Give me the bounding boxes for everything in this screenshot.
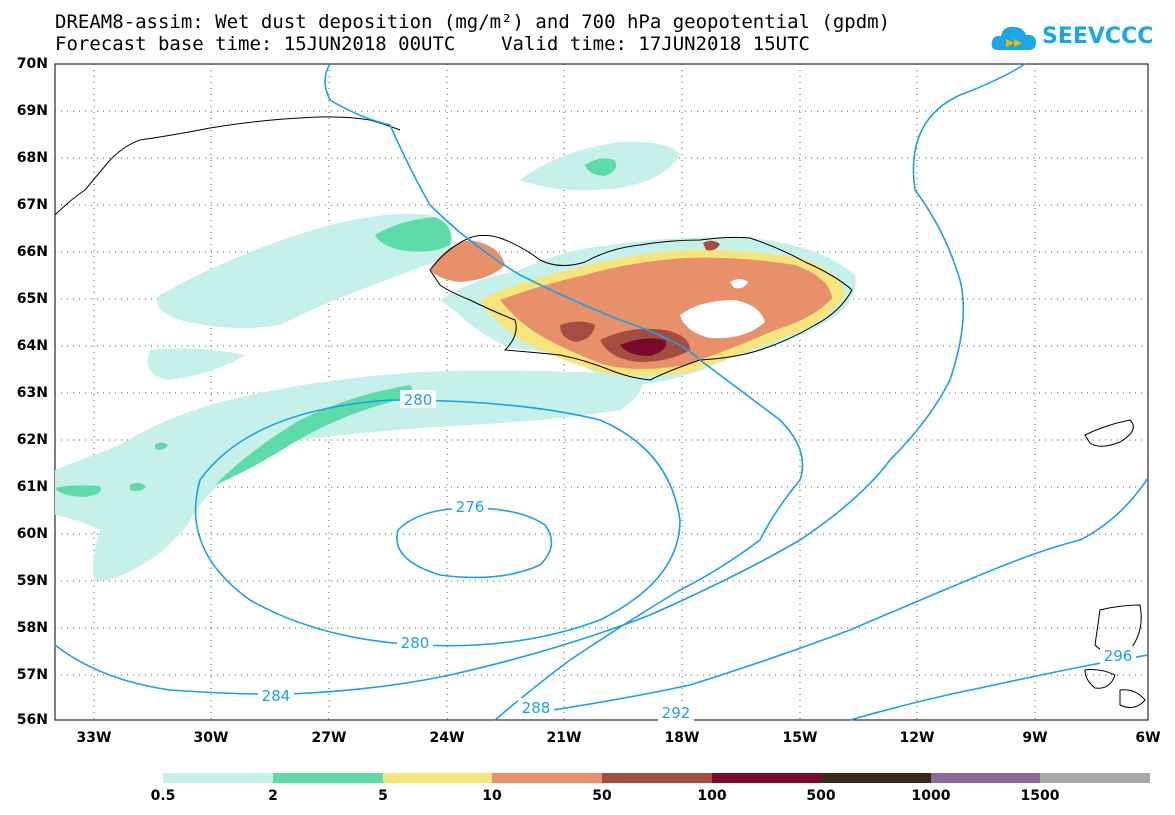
lat-label: 66N — [16, 244, 48, 260]
colorbar-swatch — [492, 773, 602, 783]
lon-label: 15W — [782, 730, 818, 746]
lat-label: 62N — [16, 432, 48, 448]
lon-label: 27W — [311, 730, 347, 746]
seevccc-logo: SEEVCCC — [990, 18, 1154, 58]
lat-label: 56N — [16, 712, 48, 728]
lon-label: 21W — [546, 730, 582, 746]
colorbar-label: 5 — [378, 788, 388, 804]
colorbar-swatch — [163, 773, 273, 783]
colorbar-label: 10 — [482, 788, 502, 804]
contour-label-284: 284 — [262, 687, 291, 705]
colorbar-swatch — [931, 773, 1040, 783]
contour-labels: 280 276 280 284 288 292 296 — [258, 390, 1136, 722]
lat-label: 59N — [16, 573, 48, 589]
lon-label: 24W — [429, 730, 465, 746]
lat-label: 58N — [16, 620, 48, 636]
logo-text: SEEVCCC — [1042, 24, 1154, 49]
colorbar-label: 50 — [592, 788, 612, 804]
colorbar-label: 2 — [268, 788, 278, 804]
cloud-arrow-icon — [991, 26, 1036, 50]
lat-label: 63N — [16, 385, 48, 401]
contour-label-296: 296 — [1104, 647, 1133, 665]
lon-label: 33W — [76, 730, 112, 746]
lon-label: 18W — [664, 730, 700, 746]
colorbar-swatch — [383, 773, 492, 783]
lat-label: 69N — [16, 103, 48, 119]
colorbar-swatch — [1040, 773, 1150, 783]
colorbar-swatch — [821, 773, 931, 783]
colorbar-label: 1500 — [1020, 788, 1060, 804]
lat-label: 64N — [16, 338, 48, 354]
title-line-1: DREAM8-assim: Wet dust deposition (mg/m²… — [55, 11, 891, 33]
dust-deposition-field — [55, 141, 856, 581]
colorbar-swatch — [273, 773, 383, 783]
lat-label: 68N — [16, 150, 48, 166]
contour-label-280-north: 280 — [404, 391, 433, 409]
colorbar-label: 500 — [806, 788, 836, 804]
colorbar-swatch — [712, 773, 821, 783]
lat-label: 65N — [16, 291, 48, 307]
lat-label: 60N — [16, 526, 48, 542]
contour-label-288: 288 — [522, 699, 551, 717]
lon-label: 12W — [899, 730, 935, 746]
lat-label: 61N — [16, 479, 48, 495]
lon-label: 6W — [1135, 730, 1161, 746]
title-line-2: Forecast base time: 15JUN2018 00UTC Vali… — [55, 33, 810, 55]
lat-label: 67N — [16, 197, 48, 213]
lon-label: 9W — [1022, 730, 1048, 746]
colorbar-label: 100 — [697, 788, 727, 804]
lon-label: 30W — [193, 730, 229, 746]
lat-label: 70N — [16, 56, 48, 72]
contour-label-292: 292 — [662, 704, 691, 722]
contour-label-280-south: 280 — [401, 634, 430, 652]
colorbar-label: 1000 — [911, 788, 951, 804]
colorbar-swatch — [602, 773, 712, 783]
colorbar-label: 0.5 — [150, 788, 176, 804]
contour-label-276: 276 — [456, 498, 485, 516]
lat-label: 57N — [16, 667, 48, 683]
